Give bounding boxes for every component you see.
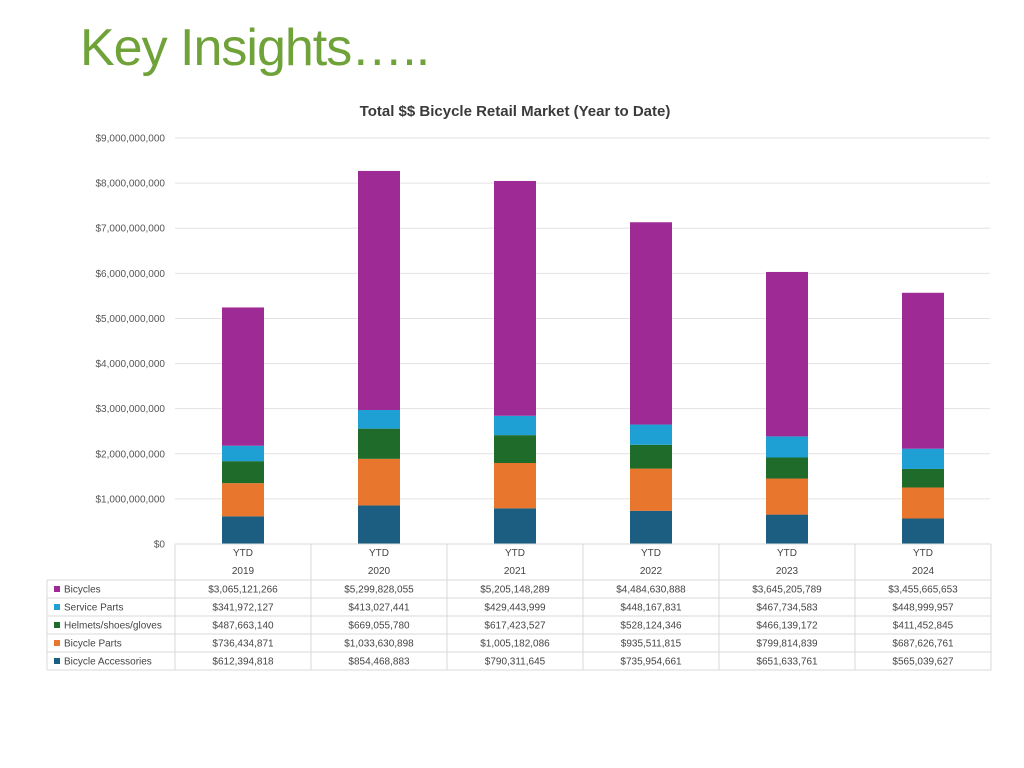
bar-segment xyxy=(494,435,536,464)
bar-segment xyxy=(766,457,808,479)
bar-segment xyxy=(222,445,264,462)
bar-segment xyxy=(902,468,944,488)
category-label-top: YTD xyxy=(777,548,797,559)
chart-title: Total $$ Bicycle Retail Market (Year to … xyxy=(359,103,671,120)
data-cell-value: $3,065,121,266 xyxy=(208,585,278,596)
data-cell-value: $3,455,665,653 xyxy=(888,585,958,596)
y-tick-label: $6,000,000,000 xyxy=(95,269,165,280)
data-cell-value: $5,299,828,055 xyxy=(344,585,414,596)
y-tick-label: $9,000,000,000 xyxy=(95,134,165,145)
category-label-year: 2022 xyxy=(640,566,663,577)
y-tick-label: $5,000,000,000 xyxy=(95,314,165,325)
bar-segment xyxy=(766,271,808,437)
bar-segment xyxy=(630,468,672,511)
y-tick-label: $1,000,000,000 xyxy=(95,494,165,505)
data-cell-value: $565,039,627 xyxy=(892,657,954,668)
legend-swatch xyxy=(54,658,60,664)
bar-segment xyxy=(766,514,808,544)
bar-segment xyxy=(902,292,944,449)
bar-segment xyxy=(222,483,264,517)
category-label-top: YTD xyxy=(913,548,933,559)
data-cell-value: $736,434,871 xyxy=(212,639,274,650)
y-tick-label: $8,000,000,000 xyxy=(95,179,165,190)
data-cell-value: $467,734,583 xyxy=(756,603,818,614)
bar-segment xyxy=(494,180,536,416)
y-tick-label: $3,000,000,000 xyxy=(95,404,165,415)
category-label-year: 2021 xyxy=(504,566,527,577)
bar-segment xyxy=(494,508,536,544)
data-cell-value: $528,124,346 xyxy=(620,621,682,632)
y-tick-label: $7,000,000,000 xyxy=(95,224,165,235)
category-label-top: YTD xyxy=(641,548,661,559)
data-cell-value: $687,626,761 xyxy=(892,639,954,650)
category-label-top: YTD xyxy=(369,548,389,559)
data-cell-value: $799,814,839 xyxy=(756,639,818,650)
bar-segment xyxy=(358,410,400,429)
legend-swatch xyxy=(54,622,60,628)
legend-label: Bicycle Parts xyxy=(64,639,122,650)
bar-segment xyxy=(222,516,264,544)
bar-segment xyxy=(766,478,808,515)
category-label-year: 2024 xyxy=(912,566,935,577)
category-label-year: 2019 xyxy=(232,566,255,577)
data-cell-value: $669,055,780 xyxy=(348,621,410,632)
bar-segment xyxy=(630,424,672,445)
bar-segment xyxy=(630,510,672,544)
legend-label: Helmets/shoes/gloves xyxy=(64,621,162,632)
data-cell-value: $1,033,630,898 xyxy=(344,639,414,650)
data-cell-value: $448,167,831 xyxy=(620,603,682,614)
data-cell-value: $735,954,661 xyxy=(620,657,682,668)
legend-swatch xyxy=(54,604,60,610)
bar-segment xyxy=(222,307,264,446)
bar-segment xyxy=(902,448,944,469)
data-cell-value: $854,468,883 xyxy=(348,657,410,668)
bar-segment xyxy=(358,458,400,506)
y-tick-label: $2,000,000,000 xyxy=(95,449,165,460)
slide-title: Key Insights….. xyxy=(80,19,430,77)
bar-segment xyxy=(902,487,944,519)
bar-segment xyxy=(358,505,400,544)
legend-swatch xyxy=(54,640,60,646)
data-cell-value: $411,452,845 xyxy=(893,621,954,632)
data-cell-value: $1,005,182,086 xyxy=(480,639,550,650)
data-cell-value: $448,999,957 xyxy=(892,603,954,614)
bar-segment xyxy=(494,463,536,509)
category-label-year: 2023 xyxy=(776,566,799,577)
category-label-year: 2020 xyxy=(368,566,391,577)
bar-segment xyxy=(902,518,944,544)
bar-segment xyxy=(358,428,400,459)
y-tick-label: $0 xyxy=(154,540,166,551)
bar-segment xyxy=(766,436,808,458)
data-cell-value: $790,311,645 xyxy=(485,657,546,668)
legend-label: Service Parts xyxy=(64,603,123,614)
data-cell-value: $617,423,527 xyxy=(484,621,546,632)
data-cell-value: $341,972,127 xyxy=(212,603,274,614)
data-cell-value: $935,511,815 xyxy=(621,639,682,650)
legend-label: Bicycle Accessories xyxy=(64,657,152,668)
data-cell-value: $4,484,630,888 xyxy=(616,585,686,596)
bar-segment xyxy=(630,444,672,469)
bar-segment xyxy=(630,222,672,425)
data-cell-value: $651,633,761 xyxy=(756,657,818,668)
data-cell-value: $612,394,818 xyxy=(212,657,274,668)
data-cell-value: $5,205,148,289 xyxy=(480,585,550,596)
bar-segment xyxy=(222,461,264,484)
data-cell-value: $487,663,140 xyxy=(212,621,274,632)
category-label-top: YTD xyxy=(233,548,253,559)
data-cell-value: $3,645,205,789 xyxy=(752,585,822,596)
bar-segment xyxy=(494,415,536,436)
legend-swatch xyxy=(54,586,60,592)
legend-label: Bicycles xyxy=(64,585,101,596)
bar-segment xyxy=(358,170,400,411)
category-label-top: YTD xyxy=(505,548,525,559)
y-tick-label: $4,000,000,000 xyxy=(95,359,165,370)
data-cell-value: $413,027,441 xyxy=(348,603,410,614)
data-cell-value: $429,443,999 xyxy=(484,603,546,614)
data-cell-value: $466,139,172 xyxy=(756,621,818,632)
